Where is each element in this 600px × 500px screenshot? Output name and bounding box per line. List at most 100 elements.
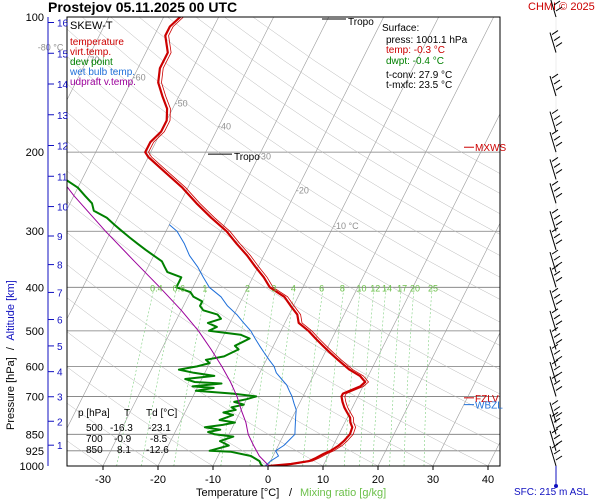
isotherm-label: -30 (258, 152, 271, 162)
table-cell: -12.6 (146, 445, 169, 456)
table-header-p: p [hPa] (78, 408, 110, 419)
mixing-ratio-line (359, 287, 375, 466)
legend-updraft: udpraft v.temp. (70, 77, 136, 88)
wind-barb-flag (553, 434, 561, 440)
isotherm-label: -10 °C (333, 221, 359, 231)
mixing-ratio-line (325, 287, 345, 466)
wind-barb-flag (555, 192, 563, 198)
isotherm-line (543, 17, 600, 466)
wind-barb-flag (551, 249, 559, 255)
wind-barb-flag (551, 30, 559, 35)
level-table: p [hPa] T Td [°C] 500 -16.3 -23.1 700 -0… (78, 408, 177, 456)
mixing-ratio-line (423, 287, 433, 466)
isotherm-line (67, 17, 109, 101)
level-label: FZLV (475, 394, 499, 405)
wind-barb-flag (555, 423, 563, 429)
surface-tmxfc: t-mxfc: 23.5 °C (386, 80, 452, 91)
legend-wet-bulb: wet bulb temp. (69, 67, 135, 78)
wind-barb-flag (553, 417, 561, 423)
series-temperature (144, 17, 367, 466)
surface-dwpt: dwpt: -0.4 °C (386, 56, 444, 67)
wind-barb-flag (553, 255, 561, 261)
mixing-ratio-label: 3 (271, 283, 276, 293)
isotherm-line (377, 222, 500, 466)
wind-barb-flag (553, 214, 561, 220)
pressure-tick-label: 100 (26, 12, 44, 24)
surface-title: Surface: (382, 23, 419, 34)
wind-barb-flag (551, 411, 559, 417)
dry-adiabat (67, 297, 324, 466)
wind-barb (549, 310, 557, 331)
series-dew-point (67, 179, 264, 466)
table-cell: -8.5 (150, 434, 168, 445)
wind-barb-flag (551, 264, 559, 270)
wind-barb-flag (551, 180, 559, 186)
altitude-tick-label: 1 (57, 441, 63, 452)
wind-barb-flag (553, 270, 561, 276)
dry-adiabat (110, 17, 500, 278)
isotherm-label: -70 (86, 55, 99, 65)
x-tick-label: 20 (372, 474, 384, 486)
altitude-tick-label: 8 (57, 261, 63, 272)
legend: SKEW-T temperature virt.temp. dew point … (69, 20, 136, 88)
wind-barb (549, 376, 557, 397)
wind-barb-flag (551, 443, 559, 449)
mixing-ratio-label: 17 (397, 283, 407, 293)
mixing-ratio-line (389, 287, 402, 466)
wind-barb (549, 211, 557, 232)
isotherm-line (212, 17, 439, 466)
wind-barb (549, 346, 557, 367)
series-virtual-temp (148, 17, 370, 466)
isotherm-label: -60 (133, 73, 146, 83)
wind-barb (549, 159, 557, 180)
dry-adiabat (67, 140, 500, 420)
wind-barb-flag (551, 359, 559, 365)
sfc-label: SFC: 215 m ASL (514, 487, 589, 498)
x-tick-label: -10 (205, 474, 221, 486)
altitude-tick-label: 14 (57, 80, 69, 91)
dry-adiabat (67, 28, 500, 323)
legend-title: SKEW-T (70, 20, 113, 32)
wind-barb-flag (551, 308, 559, 314)
altitude-tick-label: 12 (57, 142, 69, 153)
mixing-ratio-label: 6 (319, 283, 324, 293)
dry-adiabat (67, 366, 214, 466)
legend-virt-temp: virt.temp. (70, 47, 111, 58)
mixing-ratio-label: 8 (340, 283, 345, 293)
mixing-ratio-label: 10 (356, 283, 366, 293)
mixing-ratio-label: 0.6 (173, 283, 186, 293)
wind-barb (549, 430, 557, 451)
wind-barb (549, 445, 557, 467)
axes: 0.4 0.6 1 2 3 4 6 8 10 12 14 17 20 25-80 °C-70-60-50-… (20, 12, 507, 486)
dry-adiabat (67, 56, 500, 346)
pressure-tick-label: 1000 (20, 461, 44, 473)
x-tick-label: 40 (482, 474, 494, 486)
wind-barb-flag (553, 36, 561, 41)
altitude-tick-label: 5 (57, 342, 63, 353)
dry-adiabat (67, 264, 379, 466)
pressure-tick-label: 400 (26, 282, 44, 294)
isotherm-line (322, 113, 500, 466)
wind-barb-flag (553, 135, 561, 141)
table-cell: 850 (86, 445, 103, 456)
altitude-tick-label: 9 (57, 232, 63, 243)
isotherm-label: -40 (218, 122, 231, 132)
wind-barb-flag (555, 6, 563, 12)
table-cell: 500 (86, 423, 103, 434)
y-axis-altitude-title: Altitude [km] (5, 280, 17, 341)
altitude-tick-label: 15 (57, 49, 69, 60)
table-cell: -0.9 (114, 434, 132, 445)
wind-barb-flag (555, 339, 563, 344)
isotherm-label: -20 (296, 186, 309, 196)
x-tick-label: -20 (150, 474, 166, 486)
wind-barb-flag (551, 73, 559, 79)
dry-adiabat (67, 83, 500, 370)
wind-barb-flag (551, 374, 559, 379)
series-udpraft-v-temp (67, 185, 270, 466)
wind-barb-flag (551, 287, 559, 293)
table-header-t: T (124, 408, 130, 419)
mixing-ratio-label: 2 (245, 283, 250, 293)
pressure-tick-label: 700 (26, 391, 44, 403)
pressure-tick-label: 200 (26, 147, 44, 159)
